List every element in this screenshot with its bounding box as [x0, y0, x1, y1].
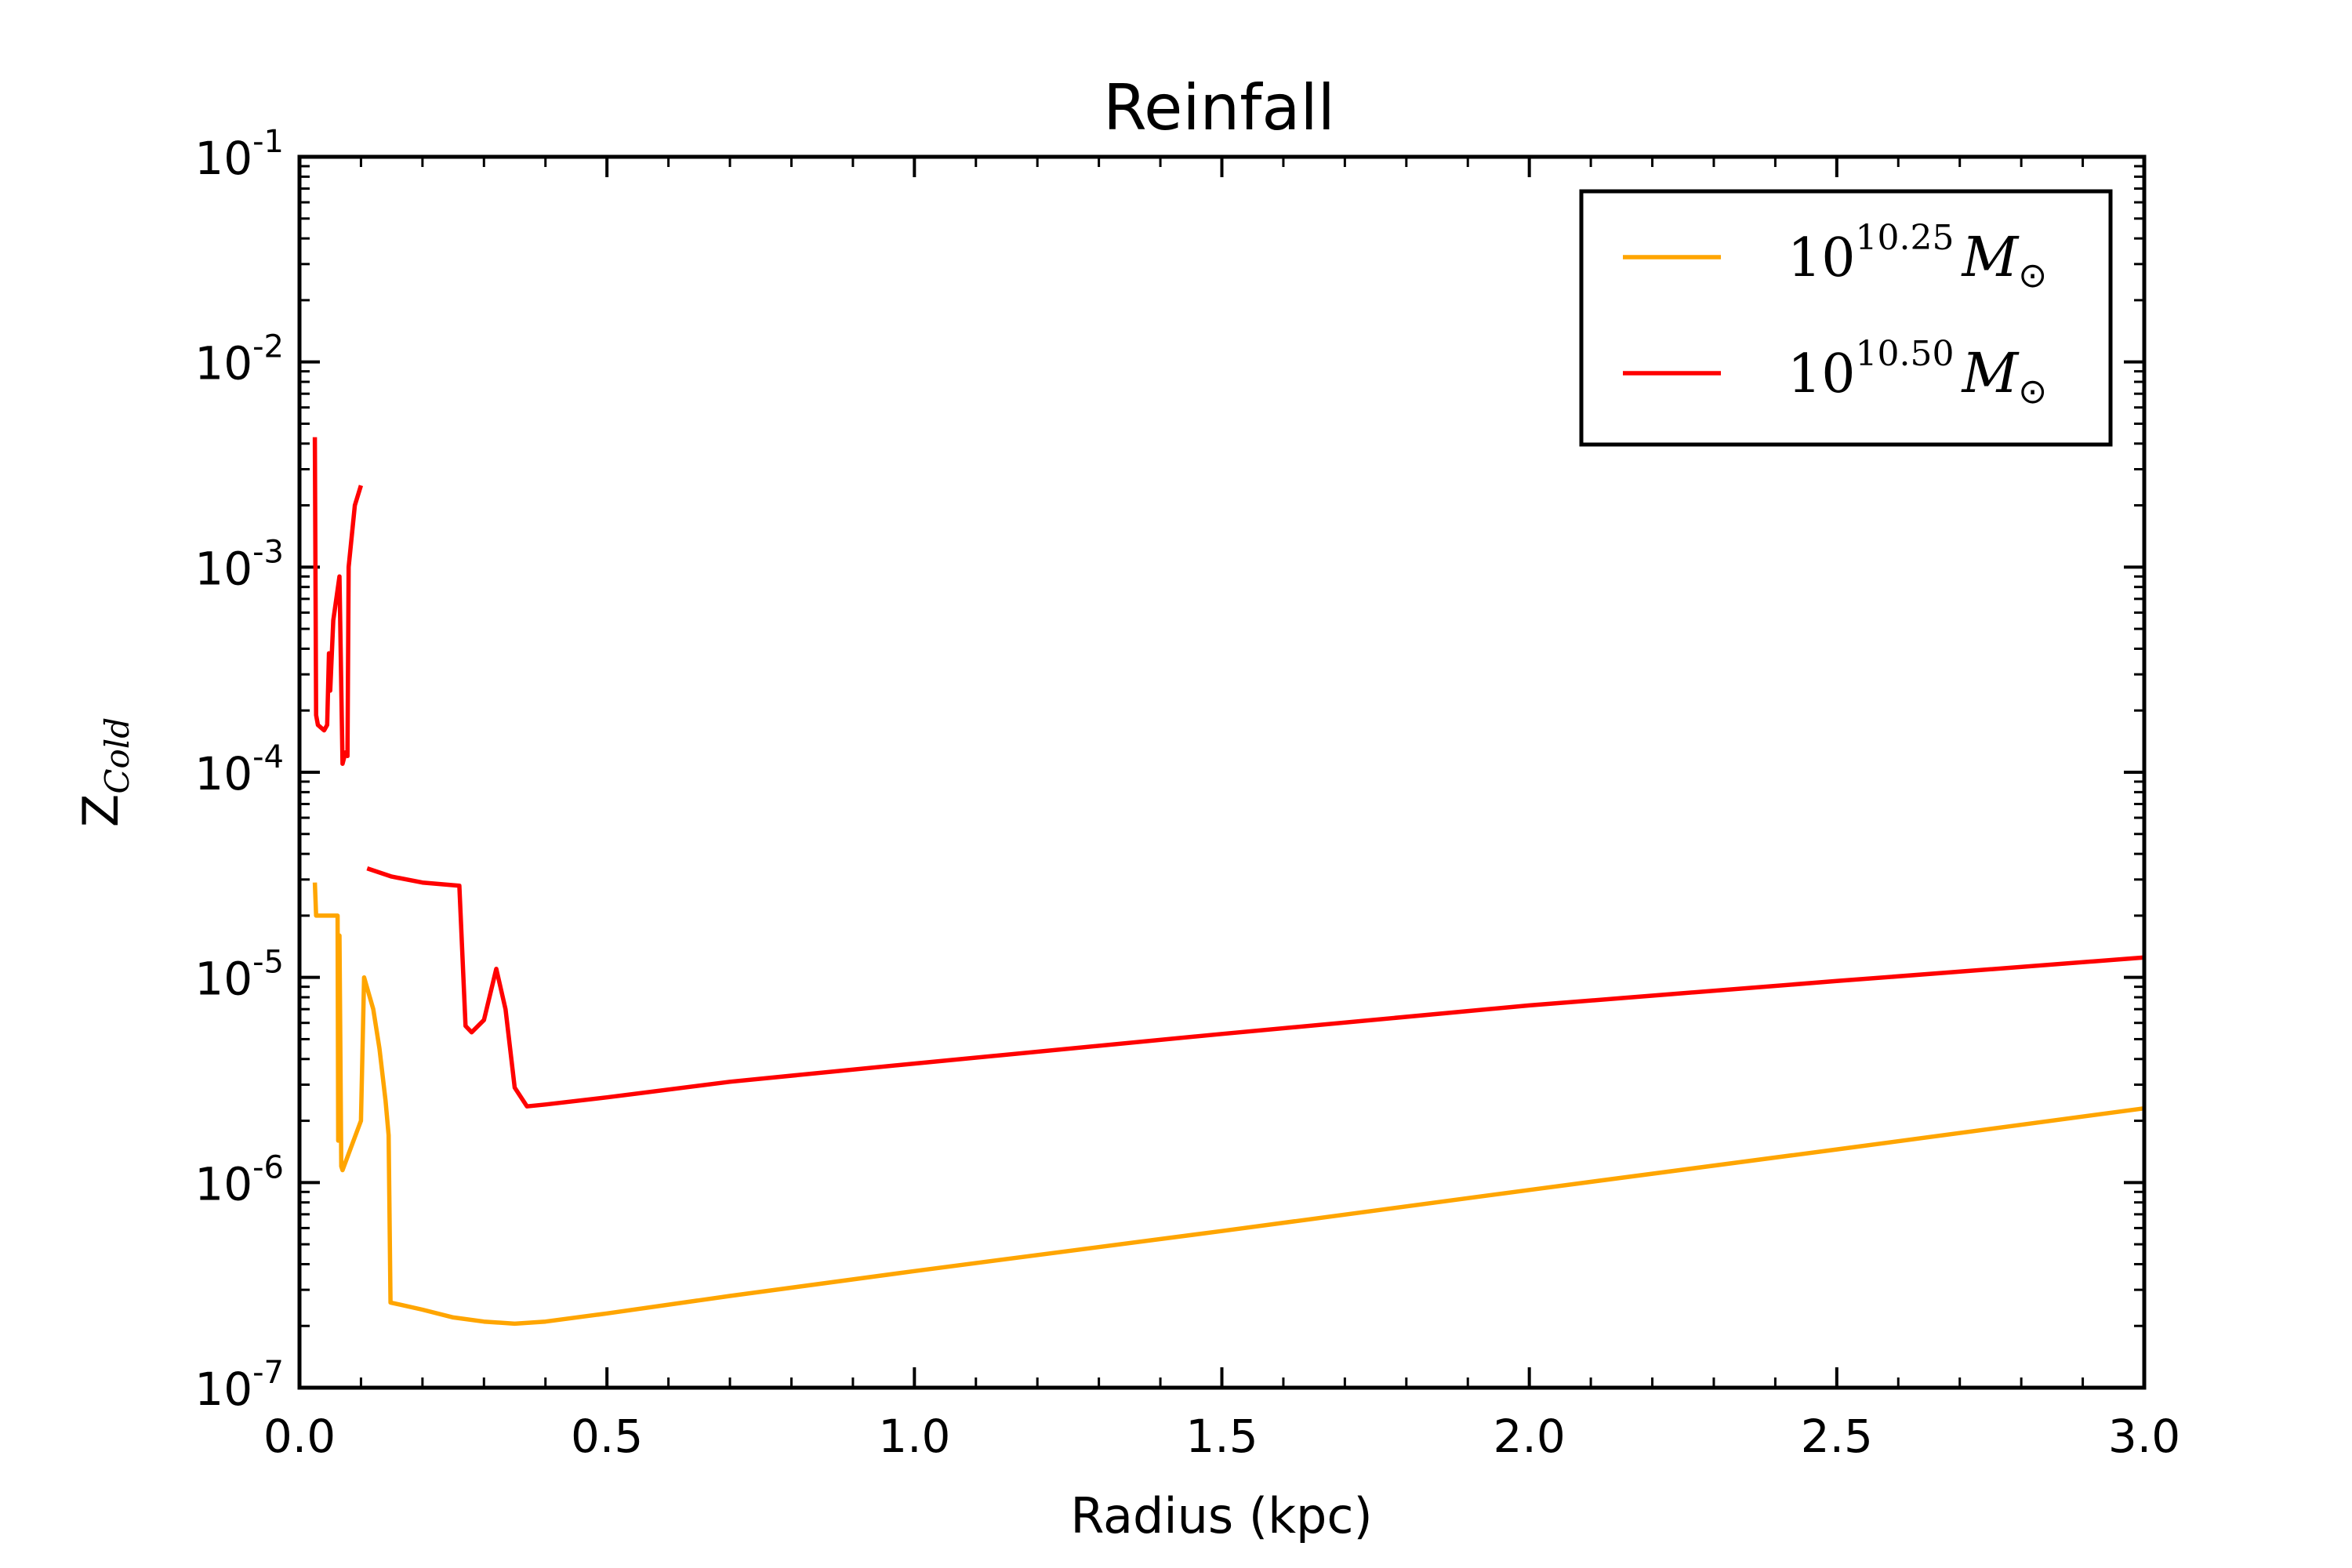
y-tick-label-base: 10 [194, 747, 252, 800]
y-tick-label: 10-2 [194, 329, 284, 390]
y-tick-label: 10-5 [194, 945, 284, 1006]
y-tick-label-exponent: -1 [252, 124, 284, 160]
x-tick-label: 2.5 [1801, 1410, 1873, 1463]
x-tick-label: 3.0 [2108, 1410, 2180, 1463]
legend-label-sun: ⊙ [2018, 372, 2047, 412]
legend-label: 1010.50 M⊙ [1788, 334, 2047, 412]
legend: 1010.25 M⊙1010.50 M⊙ [1579, 189, 2113, 447]
x-tick-label: 2.0 [1494, 1410, 1566, 1463]
y-tick-label: 10-1 [194, 124, 284, 185]
y-tick-label-exponent: -7 [252, 1355, 284, 1391]
tick-labels: 0.0 0.5 1.0 1.5 2.0 2.5 3.010-710-610-510-410-… [194, 124, 2180, 1463]
series-line [312, 882, 2145, 1327]
y-tick-label-base: 10 [194, 1363, 252, 1416]
y-tick-label: 10-6 [194, 1149, 284, 1210]
series-2 [312, 437, 2145, 1109]
legend-label-exponent: 10.25 [1856, 218, 1955, 258]
y-tick-label: 10-4 [194, 739, 284, 800]
legend-label-mass: M [1961, 341, 2020, 405]
series-line [312, 437, 364, 766]
y-tick-label-base: 10 [194, 953, 252, 1006]
y-axis-label: ZCold [72, 717, 136, 827]
x-tick-label: 1.5 [1185, 1410, 1258, 1463]
legend-label-mass: M [1961, 225, 2020, 289]
y-tick-label-exponent: -2 [252, 329, 284, 365]
y-tick-label-base: 10 [194, 337, 252, 390]
plot-frame [297, 154, 2147, 1390]
y-tick-label-exponent: -6 [252, 1149, 284, 1185]
series-lines [312, 437, 2145, 1327]
y-axis-label-sub: Cold [98, 717, 136, 794]
legend-frame [1579, 189, 2113, 447]
y-tick-label: 10-7 [194, 1355, 284, 1416]
y-tick-label-base: 10 [194, 542, 252, 595]
series-1 [312, 882, 2145, 1327]
x-tick-label: 0.5 [571, 1410, 643, 1463]
x-tick-label: 1.0 [878, 1410, 950, 1463]
y-tick-label-exponent: -3 [252, 534, 284, 570]
y-tick-label-exponent: -4 [252, 739, 284, 775]
y-axis-label-base: Z [72, 794, 129, 827]
legend-label-base: 10 [1788, 227, 1856, 289]
y-tick-label-exponent: -5 [252, 945, 284, 981]
y-tick-label-base: 10 [194, 132, 252, 185]
legend-label: 1010.25 M⊙ [1788, 218, 2047, 296]
x-tick-label: 0.0 [263, 1410, 336, 1463]
x-axis-label: Radius (kpc) [1070, 1487, 1372, 1544]
legend-label-base: 10 [1788, 343, 1856, 405]
y-tick-label: 10-3 [194, 534, 284, 595]
legend-label-exponent: 10.50 [1856, 334, 1955, 374]
legend-label-sun: ⊙ [2018, 256, 2047, 296]
y-tick-label-base: 10 [194, 1157, 252, 1210]
chart-title: Reinfall [1103, 71, 1335, 144]
series-line [366, 866, 2145, 1109]
